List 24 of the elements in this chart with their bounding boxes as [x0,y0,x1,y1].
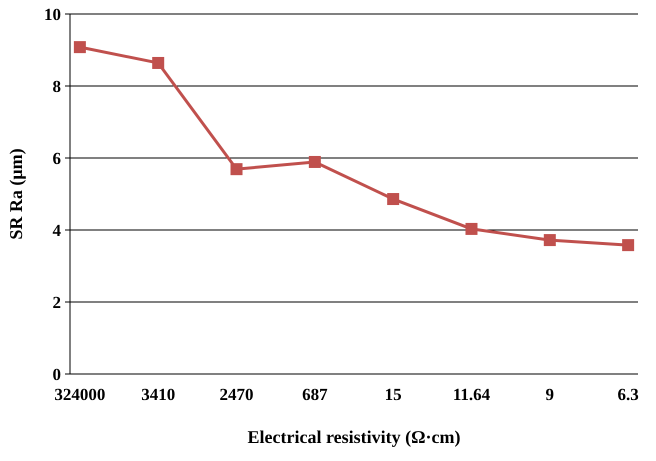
x-tick-label: 11.64 [452,385,491,404]
point [544,234,556,246]
y-tick-label: 2 [52,292,61,312]
y-tick-label: 4 [52,220,62,240]
x-tick-label: 15 [384,385,402,404]
point [465,222,478,235]
y-tick-label: 10 [44,4,61,24]
point [622,239,634,252]
y-axis-title: SR Ra (μm) [6,148,26,240]
y-tick-label: 0 [52,364,61,384]
y-tick-label: 6 [52,148,61,168]
y-tick-label: 8 [52,76,61,96]
x-tick-label: 2470 [220,385,254,404]
x-axis-title: Electrical resistivity (Ω·cm) [247,427,461,447]
x-tick-label: 6.3 [618,385,639,404]
x-tick-label: 9 [546,385,554,404]
x-tick-label: 324000 [54,385,106,404]
x-tick-label: 687 [302,385,328,404]
x-tick-label: 3410 [141,385,176,404]
point [387,193,400,206]
point [230,163,243,176]
point [308,156,321,168]
point [74,41,86,54]
point [152,56,164,69]
